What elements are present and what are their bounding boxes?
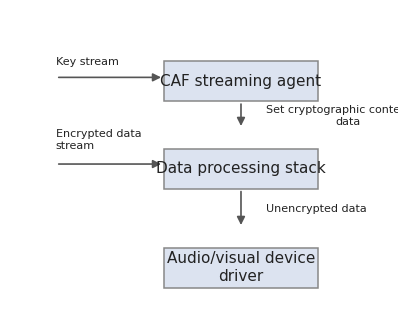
- Text: Data processing stack: Data processing stack: [156, 161, 326, 176]
- Bar: [164, 248, 318, 288]
- Bar: [164, 149, 318, 189]
- Text: Set cryptographic context for
data: Set cryptographic context for data: [265, 105, 398, 127]
- Text: Unencrypted data: Unencrypted data: [265, 203, 367, 213]
- Text: CAF streaming agent: CAF streaming agent: [160, 74, 322, 89]
- Text: Key stream: Key stream: [56, 57, 119, 67]
- Bar: [164, 61, 318, 101]
- Text: Audio/visual device
driver: Audio/visual device driver: [167, 252, 315, 284]
- Text: Encrypted data
stream: Encrypted data stream: [56, 129, 142, 151]
